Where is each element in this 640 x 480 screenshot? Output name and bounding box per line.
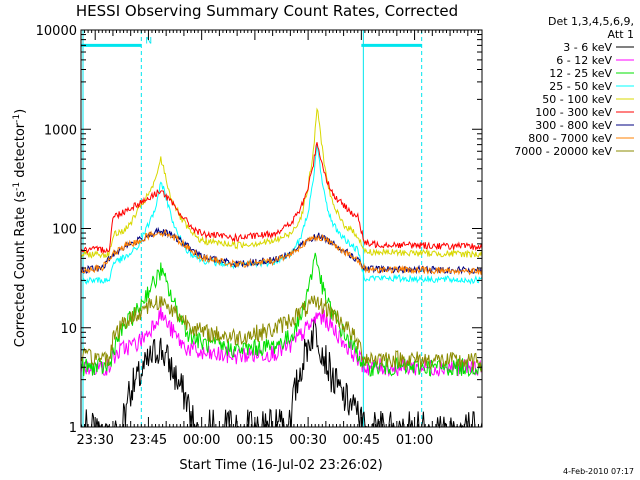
- y-axis-label: Corrected Count Rate (s-1 detector-1): [12, 109, 28, 347]
- date-stamp: 4-Feb-2010 07:17: [563, 467, 634, 476]
- y-axis-label-main: Corrected Count Rate (s: [13, 191, 28, 348]
- y-axis-label-sup: -1: [12, 182, 22, 191]
- series-line-3: [80, 145, 483, 285]
- y-axis-label-mid: detector: [13, 122, 28, 182]
- legend-entry-label-7: 800 - 7000 keV: [528, 132, 612, 145]
- y-tick-label-4: 10000: [36, 24, 77, 39]
- x-tick-label-4: 00:30: [289, 433, 326, 448]
- x-tick-label-5: 00:45: [343, 433, 380, 448]
- legend-entry-label-4: 50 - 100 keV: [542, 93, 612, 106]
- legend-entry-label-0: 3 - 6 keV: [563, 41, 612, 54]
- x-axis-label: Start Time (16-Jul-02 23:26:02): [179, 458, 382, 473]
- legend-header-line-2: Att 1: [608, 28, 634, 41]
- legend-entry-label-2: 12 - 25 keV: [549, 67, 612, 80]
- chart-title: HESSI Observing Summary Count Rates, Cor…: [76, 2, 458, 20]
- y-axis-label-end: ): [13, 109, 28, 114]
- y-tick-label-1: 10: [60, 322, 77, 337]
- y-axis-label-sup2: -1: [12, 114, 22, 123]
- y-tick-label-2: 100: [52, 223, 77, 238]
- x-tick-label-6: 01:00: [396, 433, 433, 448]
- series-line-4: [80, 107, 483, 259]
- y-axis: 1 10 100 1000 10000: [36, 24, 482, 436]
- series-line-1: [80, 305, 483, 377]
- x-tick-label-3: 00:15: [236, 433, 273, 448]
- series-line-5: [80, 142, 483, 255]
- y-tick-label-0: 1: [69, 421, 77, 436]
- x-tick-label-1: 23:45: [130, 433, 167, 448]
- series-lines: [80, 107, 483, 429]
- x-tick-label-2: 00:00: [183, 433, 220, 448]
- y-tick-label-3: 1000: [44, 123, 77, 138]
- night-flag-label: N: [145, 36, 152, 46]
- series-line-7: [80, 228, 483, 276]
- legend-entry-label-6: 300 - 800 keV: [535, 119, 612, 132]
- legend-header-line-1: Det 1,3,4,5,6,9,: [548, 15, 634, 28]
- x-axis: 23:30 23:45 00:00 00:15 00:30 00:45 01:00: [76, 30, 479, 448]
- series-line-8: [80, 295, 483, 373]
- legend-entry-label-3: 25 - 50 keV: [549, 80, 612, 93]
- x-tick-label-0: 23:30: [76, 433, 113, 448]
- legend-entry-label-1: 6 - 12 keV: [556, 54, 612, 67]
- legend-entry-label-5: 100 - 300 keV: [535, 106, 612, 119]
- legend-entry-label-8: 7000 - 20000 keV: [514, 145, 612, 158]
